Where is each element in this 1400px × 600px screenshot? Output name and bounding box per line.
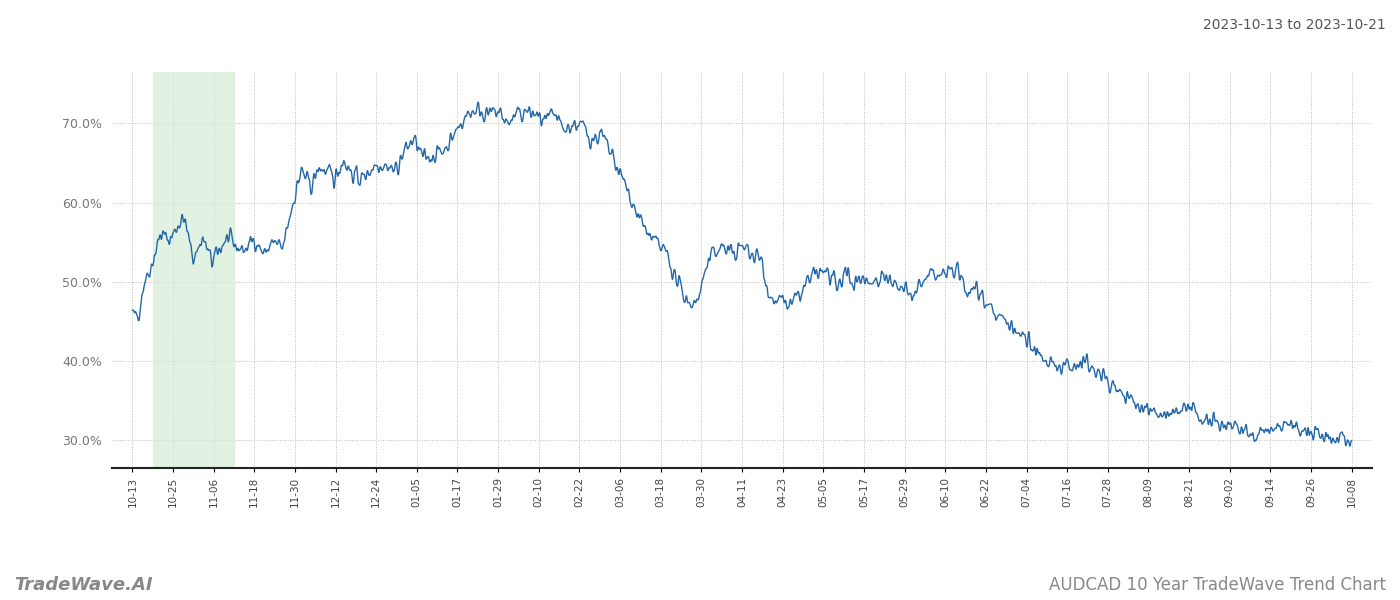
Text: 2023-10-13 to 2023-10-21: 2023-10-13 to 2023-10-21 [1203, 18, 1386, 32]
Text: AUDCAD 10 Year TradeWave Trend Chart: AUDCAD 10 Year TradeWave Trend Chart [1049, 576, 1386, 594]
Text: TradeWave.AI: TradeWave.AI [14, 576, 153, 594]
Bar [153, 72, 234, 468]
